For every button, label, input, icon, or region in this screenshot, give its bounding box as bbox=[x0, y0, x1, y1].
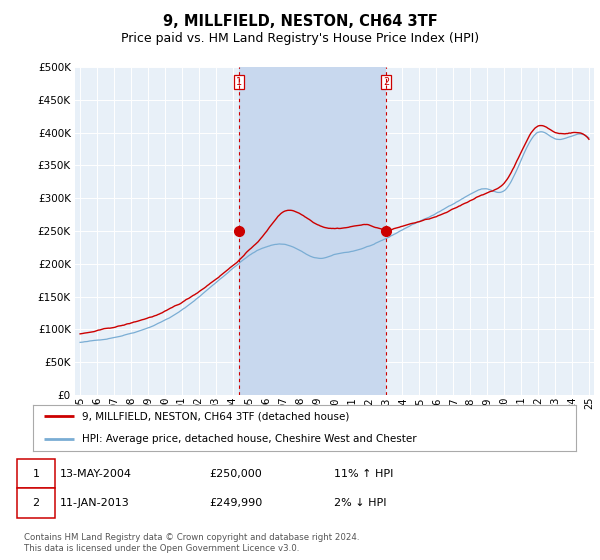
Text: 1: 1 bbox=[236, 77, 242, 87]
Text: 11% ↑ HPI: 11% ↑ HPI bbox=[334, 469, 393, 479]
Text: 13-MAY-2004: 13-MAY-2004 bbox=[60, 469, 133, 479]
Text: 2: 2 bbox=[32, 498, 40, 508]
Text: HPI: Average price, detached house, Cheshire West and Chester: HPI: Average price, detached house, Ches… bbox=[82, 435, 416, 444]
Text: 9, MILLFIELD, NESTON, CH64 3TF (detached house): 9, MILLFIELD, NESTON, CH64 3TF (detached… bbox=[82, 412, 349, 421]
Text: Price paid vs. HM Land Registry's House Price Index (HPI): Price paid vs. HM Land Registry's House … bbox=[121, 32, 479, 45]
Text: Contains HM Land Registry data © Crown copyright and database right 2024.
This d: Contains HM Land Registry data © Crown c… bbox=[24, 533, 359, 553]
Text: £250,000: £250,000 bbox=[210, 469, 263, 479]
Bar bbox=[239, 67, 386, 395]
Text: 1: 1 bbox=[32, 469, 40, 479]
Text: 9, MILLFIELD, NESTON, CH64 3TF: 9, MILLFIELD, NESTON, CH64 3TF bbox=[163, 14, 437, 29]
Text: 2% ↓ HPI: 2% ↓ HPI bbox=[334, 498, 386, 508]
Text: 2: 2 bbox=[383, 77, 389, 87]
FancyBboxPatch shape bbox=[17, 459, 55, 488]
Text: £249,990: £249,990 bbox=[210, 498, 263, 508]
Text: 11-JAN-2013: 11-JAN-2013 bbox=[60, 498, 130, 508]
FancyBboxPatch shape bbox=[17, 488, 55, 517]
